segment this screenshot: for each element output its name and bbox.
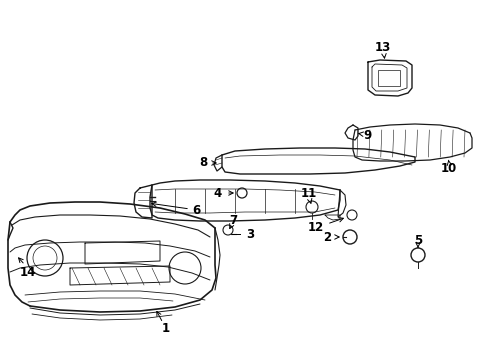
Text: 3: 3 — [245, 228, 254, 240]
Text: 7: 7 — [228, 213, 237, 226]
Text: 14: 14 — [20, 266, 36, 279]
Text: 9: 9 — [363, 129, 371, 141]
Text: 13: 13 — [374, 41, 390, 54]
Text: 10: 10 — [440, 162, 456, 175]
Text: 6: 6 — [191, 203, 200, 216]
Text: 11: 11 — [300, 186, 317, 199]
Text: 2: 2 — [322, 230, 330, 243]
Text: 4: 4 — [213, 186, 222, 199]
Text: 1: 1 — [162, 323, 170, 336]
Text: 12: 12 — [307, 220, 324, 234]
Text: 8: 8 — [199, 156, 207, 168]
Text: 5: 5 — [413, 234, 421, 247]
